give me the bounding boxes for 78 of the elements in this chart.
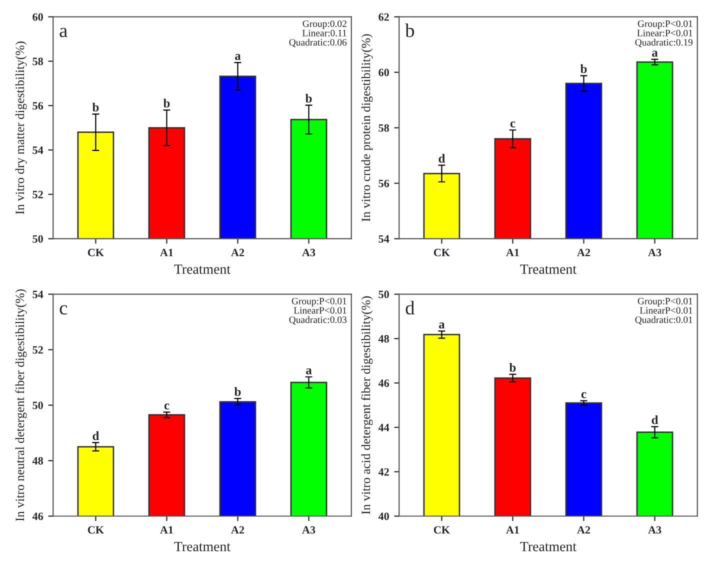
y-tick-label: 60 [378, 68, 389, 76]
y-tick-label: 50 [378, 290, 389, 298]
y-tick-label: 48 [378, 335, 390, 343]
data-label: a [652, 50, 658, 57]
y-tick-label: 50 [32, 402, 43, 410]
data-label: b [580, 64, 587, 74]
y-tick-label: 58 [378, 124, 390, 132]
y-axis-title: In vitro neutral detergent fiber digestibility(%) [15, 289, 27, 522]
data-label: a [306, 368, 312, 374]
y-tick-label: 52 [32, 346, 43, 354]
x-tick-label: A2 [577, 248, 590, 256]
x-tick-label: A2 [577, 526, 590, 534]
x-tick-label: A1 [160, 248, 173, 256]
x-tick-label: A1 [506, 248, 519, 256]
data-label: c [581, 392, 586, 398]
data-label: d [92, 431, 100, 440]
data-label: d [438, 154, 446, 163]
y-tick-label: 58 [32, 58, 44, 66]
y-axis-title: In vitro crude protein digestibility(%) [361, 34, 373, 222]
annotation: d [406, 300, 415, 315]
annotation: b [405, 23, 414, 38]
x-tick-label: A2 [231, 248, 244, 256]
x-axis-title: Treatment [174, 542, 230, 552]
data-label: c [164, 404, 170, 410]
y-tick-label: 54 [32, 290, 44, 298]
y-tick-label: 46 [32, 512, 44, 520]
x-tick-label: CK [88, 526, 104, 534]
y-tick-label: 40 [378, 512, 389, 520]
annotation: LinearP<0.01 [640, 307, 692, 314]
annotation: Group:P<0.01 [638, 298, 692, 306]
annotation: Quadratic:0.06 [289, 38, 347, 48]
data-label: b [305, 94, 312, 103]
y-tick-label: 46 [378, 379, 390, 387]
x-tick-label: A3 [302, 248, 316, 256]
y-tick-label: 48 [32, 457, 44, 465]
annotation: Quadratic:0.03 [289, 316, 347, 325]
x-tick-label: A1 [160, 526, 173, 534]
annotation: Group:0.02 [302, 20, 346, 29]
data-label: a [235, 54, 241, 60]
y-tick-label: 52 [32, 190, 43, 198]
data-label: b [509, 362, 516, 372]
data-label: a [438, 322, 445, 329]
y-tick-label: 60 [32, 13, 43, 21]
annotation: c [60, 305, 68, 315]
x-tick-label: CK [88, 248, 104, 256]
annotation: Quadratic:0.19 [635, 38, 693, 48]
annotation: LinearP<0.01 [294, 307, 346, 314]
x-tick-label: A1 [506, 526, 519, 534]
y-tick-label: 62 [378, 13, 389, 21]
annotation: Quadratic:0.01 [635, 316, 692, 325]
data-label: b [92, 102, 99, 112]
annotation: Group:P<0.01 [638, 20, 692, 29]
x-axis-title: Treatment [174, 264, 230, 274]
y-tick-label: 42 [378, 468, 389, 476]
x-tick-label: A3 [648, 248, 662, 256]
annotation: Group:P<0.01 [292, 298, 346, 306]
y-tick-label: 56 [378, 180, 390, 188]
annotation: Linear:0.11 [302, 30, 346, 36]
y-tick-label: 54 [32, 146, 44, 154]
x-tick-label: A3 [302, 526, 316, 534]
data-label: c [510, 121, 516, 128]
y-tick-label: 44 [378, 424, 390, 432]
y-tick-label: 50 [32, 235, 43, 243]
data-label: b [234, 387, 241, 396]
data-label: d [652, 415, 658, 424]
y-axis-title: In vitro dry matter digestibility(%) [15, 42, 27, 214]
y-tick-label: 54 [378, 235, 390, 243]
x-axis-title: Treatment [520, 264, 576, 274]
x-tick-label: CK [434, 526, 450, 534]
y-tick-label: 56 [32, 102, 44, 110]
y-axis-title: In vitro acid detergent fiber digestibility(%) [361, 296, 373, 514]
x-tick-label: A3 [648, 526, 662, 534]
x-tick-label: A2 [231, 526, 244, 534]
annotation: a [60, 28, 68, 38]
x-axis-title: Treatment [520, 542, 576, 552]
x-tick-label: CK [434, 248, 450, 256]
annotation: Linear:P<0.01 [637, 30, 692, 36]
data-label: b [163, 98, 170, 108]
